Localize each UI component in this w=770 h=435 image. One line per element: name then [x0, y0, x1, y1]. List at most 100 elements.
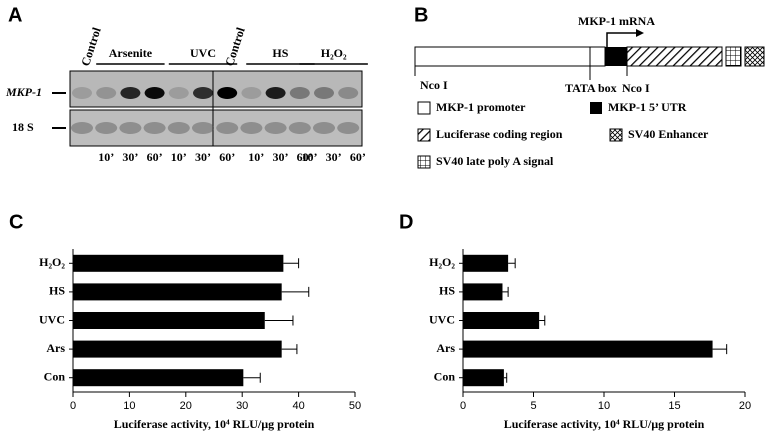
time-label: 10’	[248, 150, 264, 164]
site-label: Nco I	[622, 81, 650, 95]
band	[289, 87, 310, 99]
legend-swatch	[609, 128, 623, 142]
blot-lower	[69, 109, 363, 147]
error-bar	[503, 372, 508, 383]
x-axis-label: Luciferase activity, 10⁴ RLU/µg protein	[114, 417, 315, 431]
y-tick-label: HS	[439, 284, 455, 298]
band	[265, 87, 286, 99]
arrow	[606, 32, 636, 47]
band	[120, 87, 141, 99]
group-label: Arsenite	[109, 46, 153, 60]
x-tick-label: 20	[739, 400, 751, 412]
band	[216, 122, 239, 134]
x-tick-label: 5	[530, 400, 536, 412]
panel-letter: B	[414, 4, 428, 26]
y-tick-label: Ars	[46, 341, 65, 355]
x-tick-label: 15	[668, 400, 680, 412]
legend-swatch	[417, 155, 431, 169]
panel-letter: A	[8, 4, 22, 26]
legend-swatch	[417, 128, 431, 142]
blot	[69, 70, 363, 147]
y-tick-label: Con	[44, 369, 66, 383]
row-label: 18 S	[12, 120, 34, 134]
bar	[73, 254, 284, 272]
error-bar	[712, 344, 728, 355]
x-tick-label: 0	[460, 400, 466, 412]
time-label: 60’	[350, 150, 366, 164]
band	[95, 122, 118, 134]
y-tick-label: UVC	[39, 312, 65, 326]
bar	[463, 254, 509, 272]
blot-upper	[69, 70, 363, 108]
time-label: 30’	[195, 150, 211, 164]
tata-region	[589, 46, 606, 67]
legend-label: Luciferase coding region	[436, 127, 563, 141]
group-label: HS	[272, 46, 288, 60]
legend-label: SV40 Enhancer	[628, 127, 709, 141]
x-tick-label: 40	[292, 400, 304, 412]
y-tick-label: Con	[434, 369, 456, 383]
band	[193, 87, 213, 99]
legend-label: SV40 late poly A signal	[436, 154, 554, 168]
band	[264, 122, 287, 134]
bar	[73, 340, 282, 358]
panel-letter: C	[9, 211, 23, 233]
band	[240, 122, 263, 134]
transcript-label: MKP-1 mRNA	[578, 14, 655, 28]
x-tick-label: 50	[349, 400, 361, 412]
band	[119, 122, 142, 134]
polya	[725, 46, 742, 67]
bar	[463, 283, 503, 301]
band	[241, 87, 262, 99]
legend-swatch	[590, 102, 602, 114]
x-tick-label: 10	[598, 400, 610, 412]
time-label: 30’	[326, 150, 342, 164]
lane-label: Control	[78, 25, 104, 68]
band	[143, 122, 166, 134]
y-tick-label: HS	[49, 284, 65, 298]
site-label: Nco I	[420, 78, 448, 92]
band	[288, 122, 311, 134]
time-label: 10’	[171, 150, 187, 164]
time-label: 10’	[98, 150, 114, 164]
x-tick-label: 0	[70, 400, 76, 412]
luciferase	[626, 46, 723, 67]
legend-label: MKP-1 promoter	[436, 100, 526, 114]
y-tick-label: H₂O₂	[39, 255, 65, 269]
arrow-head	[636, 29, 644, 37]
time-label: 60’	[297, 150, 313, 164]
band	[72, 87, 92, 99]
bar	[73, 283, 282, 301]
construct	[414, 29, 765, 80]
band	[313, 122, 335, 134]
error-bar	[283, 258, 300, 269]
error-bar	[243, 372, 261, 383]
error-bar	[508, 258, 516, 269]
enhancer	[744, 46, 765, 67]
bar	[463, 369, 504, 387]
error-bar	[281, 344, 298, 355]
bar	[463, 312, 540, 329]
row-label: MKP-1	[5, 85, 42, 99]
error-bar	[539, 315, 546, 326]
band	[144, 87, 165, 99]
time-label: 10’	[301, 150, 317, 164]
band	[168, 87, 189, 99]
group-label: UVC	[190, 46, 216, 60]
panel-letter: D	[399, 211, 413, 233]
band	[314, 87, 334, 99]
x-tick-label: 30	[236, 400, 248, 412]
time-label: 30’	[122, 150, 138, 164]
group-label: H₂O₂	[321, 46, 347, 60]
band	[167, 122, 190, 134]
band	[71, 122, 93, 134]
bar	[73, 369, 244, 387]
band	[337, 122, 360, 134]
band	[338, 87, 359, 99]
time-label: 60’	[219, 150, 235, 164]
promoter	[414, 46, 591, 67]
bar	[463, 340, 713, 358]
tata-label: TATA box	[565, 81, 617, 95]
